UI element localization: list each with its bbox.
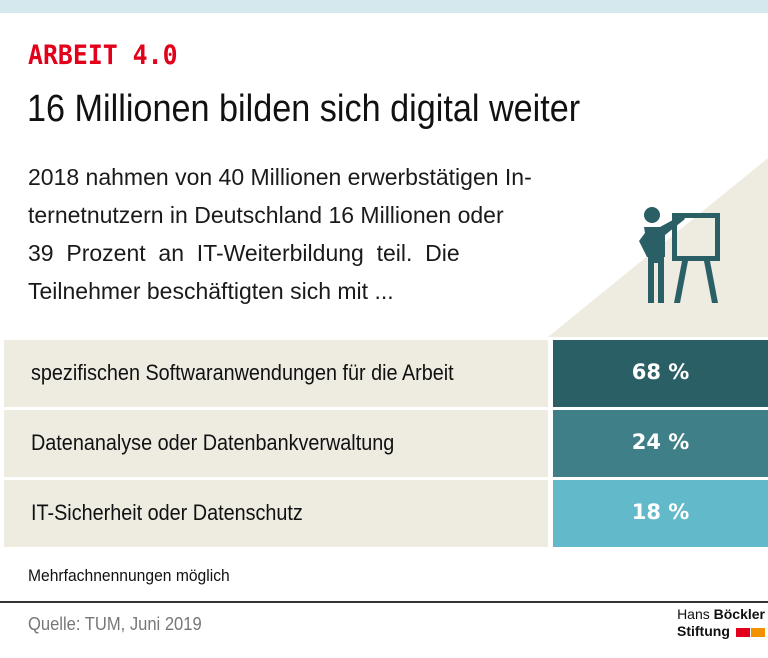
row-value-cell: 68 % xyxy=(553,340,768,407)
page-title: 16 Millionen bilden sich digital weiter xyxy=(27,88,581,130)
row-value: 68 % xyxy=(631,360,690,384)
row-label-cell: Datenanalyse oder Datenbankverwaltung xyxy=(4,410,548,477)
presenter-whiteboard-icon xyxy=(639,207,720,303)
row-label-cell: IT-Sicherheit oder Datenschutz xyxy=(4,480,548,547)
divider xyxy=(0,601,768,603)
table-row: spezifischen Softwaranwendungen für die … xyxy=(4,340,768,407)
intro-text: 2018 nahmen von 40 Millionen erwerbstäti… xyxy=(28,158,618,310)
footnote: Mehrfachnennungen möglich xyxy=(28,566,230,585)
hans-boeckler-logo: Hans Böckler Stiftung xyxy=(677,606,767,646)
logo-line2: Stiftung xyxy=(677,623,730,639)
intro-line: Teilnehmer beschäftigten sich mit ... xyxy=(28,278,394,304)
top-color-bar xyxy=(0,0,768,13)
row-label: Datenanalyse oder Datenbankverwaltung xyxy=(31,430,395,455)
source-label: Quelle: TUM, Juni 2019 xyxy=(28,614,202,634)
logo-line1: Hans Böckler xyxy=(677,606,765,622)
logo-orange-square-icon xyxy=(751,628,765,637)
table-row: IT-Sicherheit oder Datenschutz 18 % xyxy=(4,480,768,547)
logo-word-hans: Hans xyxy=(677,606,710,622)
table-row: Datenanalyse oder Datenbankverwaltung 24… xyxy=(4,410,768,477)
row-value-cell: 18 % xyxy=(553,480,768,547)
kicker-label: ARBEIT 4.0 xyxy=(28,40,178,71)
logo-red-square-icon xyxy=(736,628,750,637)
row-value: 24 % xyxy=(631,430,690,454)
row-value: 18 % xyxy=(631,500,690,524)
row-label: IT-Sicherheit oder Datenschutz xyxy=(31,500,303,525)
row-label: spezifischen Softwaranwendungen für die … xyxy=(31,360,454,385)
result-rows: spezifischen Softwaranwendungen für die … xyxy=(4,340,768,550)
logo-word-boeckler: Böckler xyxy=(713,606,765,622)
intro-line: 2018 nahmen von 40 Millionen erwerbstäti… xyxy=(28,164,532,190)
intro-line: 39 Prozent an IT-Weiterbildung teil. Die xyxy=(28,240,460,266)
row-label-cell: spezifischen Softwaranwendungen für die … xyxy=(4,340,548,407)
intro-line: ternetnutzern in Deutschland 16 Millione… xyxy=(28,202,504,228)
row-value-cell: 24 % xyxy=(553,410,768,477)
